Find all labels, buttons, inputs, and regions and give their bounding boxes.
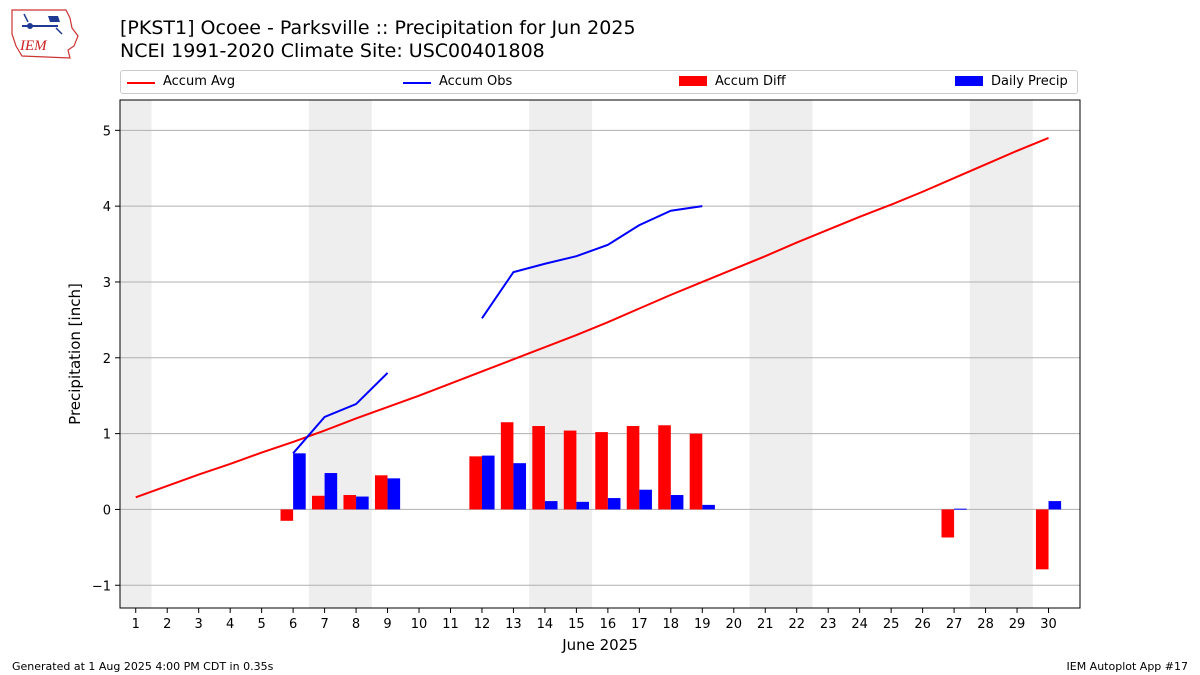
bar-daily-precip xyxy=(544,501,558,510)
bar-accum-diff xyxy=(626,426,640,510)
x-tick-label: 11 xyxy=(442,617,459,632)
bar-accum-diff xyxy=(500,422,514,510)
bar-daily-precip xyxy=(639,489,652,510)
x-tick-label: 8 xyxy=(352,617,360,632)
bar-daily-precip xyxy=(954,508,967,510)
legend-label: Accum Diff xyxy=(715,74,786,89)
legend-swatch-accum-avg xyxy=(127,82,155,84)
chart-title-line2: NCEI 1991-2020 Climate Site: USC00401808 xyxy=(120,40,545,62)
legend-swatch-accum-diff xyxy=(679,76,707,86)
x-tick-label: 18 xyxy=(663,617,680,632)
bar-daily-precip xyxy=(387,478,401,510)
x-tick-label: 12 xyxy=(474,617,491,632)
x-axis-label: June 2025 xyxy=(561,636,638,654)
x-tick-label: 17 xyxy=(631,617,648,632)
x-tick-label: 22 xyxy=(788,617,805,632)
chart-legend: Accum Avg Accum Obs Accum Diff Daily Pre… xyxy=(120,70,1078,94)
svg-text:IEM: IEM xyxy=(19,38,48,54)
weekend-band xyxy=(120,100,152,608)
weekend-band xyxy=(969,100,1033,608)
x-tick-label: 13 xyxy=(505,617,522,632)
bar-daily-precip xyxy=(513,463,527,510)
x-tick-label: 5 xyxy=(257,617,265,632)
y-tick-label: 4 xyxy=(103,200,111,215)
legend-label: Accum Obs xyxy=(439,74,513,89)
bar-accum-diff xyxy=(595,432,608,510)
line-accum-avg xyxy=(135,136,1049,499)
y-axis-label: Precipitation [inch] xyxy=(66,283,84,425)
x-tick-label: 19 xyxy=(694,617,711,632)
bar-daily-precip xyxy=(576,501,589,510)
y-tick-label: 2 xyxy=(103,352,111,367)
x-tick-label: 15 xyxy=(568,617,585,632)
x-tick-label: 7 xyxy=(320,617,328,632)
bar-accum-diff xyxy=(312,495,325,510)
iem-logo-icon: IEM xyxy=(11,9,79,59)
x-tick-label: 14 xyxy=(537,617,554,632)
bar-daily-precip xyxy=(702,504,715,510)
x-tick-label: 4 xyxy=(226,617,234,632)
x-tick-label: 3 xyxy=(195,617,203,632)
x-tick-label: 23 xyxy=(820,617,837,632)
legend-swatch-accum-obs xyxy=(403,82,431,84)
bar-accum-diff xyxy=(343,495,357,510)
bar-daily-precip xyxy=(356,496,369,510)
chart-title-line1: [PKST1] Ocoee - Parksville :: Precipitat… xyxy=(120,17,636,39)
x-tick-label: 25 xyxy=(883,617,900,632)
legend-label: Accum Avg xyxy=(163,74,236,89)
y-tick-label: 1 xyxy=(103,428,111,443)
x-tick-label: 20 xyxy=(725,617,742,632)
legend-swatch-daily-precip xyxy=(955,76,983,86)
bar-daily-precip xyxy=(293,453,306,510)
bar-accum-diff xyxy=(1035,509,1049,570)
bar-daily-precip xyxy=(481,455,495,510)
bar-daily-precip xyxy=(1048,501,1062,510)
bar-accum-diff xyxy=(689,433,703,510)
bar-accum-diff xyxy=(532,426,545,510)
weekend-band xyxy=(308,100,372,608)
bar-daily-precip xyxy=(607,498,621,510)
bar-accum-diff xyxy=(658,425,671,510)
x-tick-label: 30 xyxy=(1040,617,1057,632)
x-tick-label: 29 xyxy=(1009,617,1026,632)
plot-frame xyxy=(119,99,1081,609)
y-tick-label: 3 xyxy=(103,276,111,291)
x-tick-label: 1 xyxy=(132,617,140,632)
bar-accum-diff xyxy=(941,509,955,538)
line-accum-obs xyxy=(481,205,703,319)
x-tick-label: 28 xyxy=(977,617,994,632)
bar-daily-precip xyxy=(670,495,684,510)
y-tick-label: 5 xyxy=(103,124,111,139)
footer-generated-text: Generated at 1 Aug 2025 4:00 PM CDT in 0… xyxy=(12,660,274,673)
bar-accum-diff xyxy=(280,509,294,521)
weekend-band xyxy=(529,100,593,608)
bar-accum-diff xyxy=(469,456,482,510)
x-tick-label: 21 xyxy=(757,617,774,632)
bar-daily-precip xyxy=(324,473,338,510)
x-tick-label: 10 xyxy=(411,617,428,632)
y-tick-label: 0 xyxy=(103,503,111,518)
x-tick-label: 26 xyxy=(914,617,931,632)
x-tick-label: 6 xyxy=(289,617,297,632)
bar-accum-diff xyxy=(374,475,388,510)
x-tick-label: 24 xyxy=(851,617,868,632)
line-accum-obs xyxy=(292,372,389,454)
x-tick-label: 2 xyxy=(163,617,171,632)
x-tick-label: 27 xyxy=(946,617,963,632)
weekend-band xyxy=(749,100,813,608)
y-tick-label: −1 xyxy=(92,579,111,594)
x-tick-label: 16 xyxy=(600,617,617,632)
bar-accum-diff xyxy=(563,430,577,510)
x-tick-label: 9 xyxy=(383,617,391,632)
legend-label: Daily Precip xyxy=(991,74,1068,89)
footer-app-label: IEM Autoplot App #17 xyxy=(1066,660,1189,673)
